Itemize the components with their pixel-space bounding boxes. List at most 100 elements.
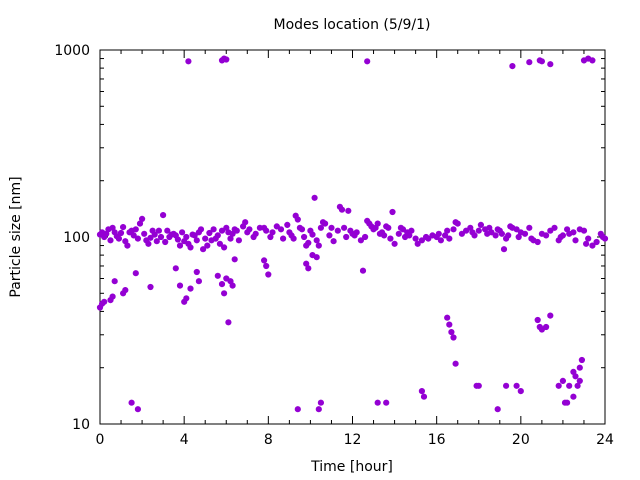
data-point <box>322 220 329 227</box>
data-point <box>309 231 316 238</box>
data-point <box>385 224 392 231</box>
data-point <box>399 226 407 233</box>
data-point <box>172 265 179 272</box>
data-point <box>132 270 139 277</box>
chart-title: Modes location (5/9/1) <box>274 17 431 33</box>
data-point <box>115 235 122 242</box>
data-point <box>187 285 194 292</box>
data-point <box>124 242 131 249</box>
data-point <box>315 242 322 249</box>
data-point <box>357 237 365 244</box>
data-point <box>147 283 154 291</box>
data-point <box>458 230 466 237</box>
data-point <box>446 235 453 242</box>
data-point <box>576 364 583 371</box>
data-point <box>277 226 285 233</box>
data-point <box>444 314 451 321</box>
data-point <box>509 62 516 70</box>
data-point <box>526 224 533 231</box>
data-point <box>542 323 550 331</box>
data-point <box>174 236 181 243</box>
data-point <box>425 235 432 242</box>
data-point <box>383 399 390 406</box>
data-point <box>589 57 596 64</box>
data-point <box>374 399 381 406</box>
x-tick-label: 16 <box>428 432 446 448</box>
data-point <box>563 399 571 406</box>
data-point <box>559 377 567 385</box>
data-point <box>526 59 533 66</box>
y-tick-label: 10 <box>72 417 90 433</box>
data-point <box>450 226 457 233</box>
data-point <box>547 61 554 68</box>
data-point <box>503 382 510 389</box>
x-tick-label: 20 <box>512 432 530 448</box>
data-point <box>444 227 451 234</box>
data-point <box>572 237 579 244</box>
data-point <box>305 265 312 272</box>
data-point <box>448 329 455 336</box>
data-point <box>391 240 398 247</box>
data-point <box>341 224 348 231</box>
data-point <box>326 232 333 239</box>
data-point <box>164 227 171 234</box>
data-point <box>153 238 160 245</box>
data-point <box>229 282 236 289</box>
data-point <box>418 237 426 244</box>
data-point <box>547 227 554 234</box>
data-point <box>418 388 426 395</box>
data-point <box>183 233 190 241</box>
data-point <box>345 207 352 214</box>
data-point <box>343 233 350 241</box>
data-point <box>195 278 202 285</box>
data-point <box>246 226 253 233</box>
data-point <box>353 229 360 236</box>
y-tick-label: 100 <box>63 230 90 246</box>
data-point <box>132 226 139 233</box>
data-point <box>206 229 213 237</box>
data-point <box>151 231 158 238</box>
data-point <box>494 406 501 413</box>
x-tick-label: 8 <box>264 432 273 448</box>
data-point <box>305 239 312 246</box>
data-point <box>572 373 579 380</box>
data-point <box>589 242 596 249</box>
data-point <box>107 237 114 244</box>
x-axis-label: Time [hour] <box>310 459 393 475</box>
data-point <box>162 238 169 246</box>
data-point <box>505 232 512 239</box>
axes: 0 4 8 12 16 20 24 10 100 1000 <box>54 43 614 448</box>
data-point <box>111 278 118 285</box>
data-point <box>185 58 192 65</box>
data-point <box>513 226 520 233</box>
data-point <box>551 224 558 231</box>
data-point <box>538 58 546 65</box>
data-point <box>294 216 301 223</box>
data-point <box>179 229 186 236</box>
data-point <box>134 406 141 413</box>
data-point <box>317 224 325 231</box>
data-point <box>301 233 308 241</box>
data-point <box>452 360 459 367</box>
data-point <box>141 230 148 237</box>
data-point <box>235 237 242 244</box>
data-point <box>294 406 301 413</box>
data-point <box>566 382 573 389</box>
data-point <box>200 246 207 253</box>
data-point <box>570 393 577 400</box>
data-point <box>145 240 152 247</box>
data-point <box>601 235 609 242</box>
data-point <box>492 232 499 239</box>
data-point <box>157 233 165 241</box>
data-point <box>389 208 396 216</box>
data-point <box>359 267 367 274</box>
data-point <box>412 235 419 242</box>
data-point <box>252 230 259 237</box>
data-point <box>570 229 577 236</box>
x-tick-label: 24 <box>596 432 614 448</box>
data-point <box>471 232 478 239</box>
y-axis-label: Particle size [nm] <box>8 176 24 297</box>
data-point <box>109 293 116 300</box>
data-point <box>298 226 306 233</box>
data-point <box>134 235 141 242</box>
